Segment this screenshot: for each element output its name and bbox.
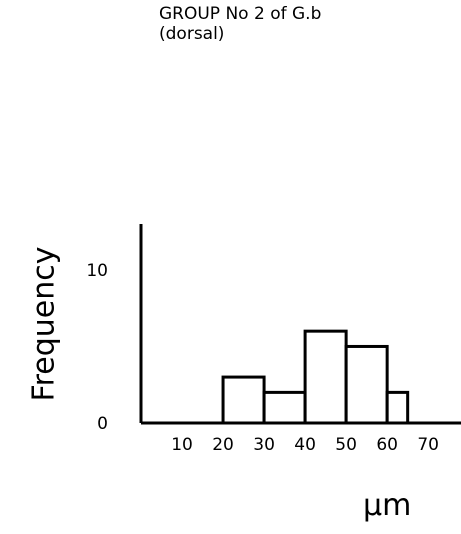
histogram-bar-30-40 [262,390,307,425]
x-tick-label: 50 [335,435,357,455]
histogram-bar-50-60 [344,344,389,425]
y-tick-label: 0 [97,414,108,434]
x-tick-label: 40 [294,435,316,455]
bars-group [221,329,410,425]
x-axis-label: µm [363,488,412,523]
y-tick-labels: 0 10 [86,261,108,434]
subtitle-line: (dorsal) [159,24,225,44]
chart-title: GROUP No 2 of G.b (dorsal) [159,4,321,44]
x-tick-label: 10 [171,435,193,455]
x-tick-label: 60 [376,435,398,455]
x-tick-label: 70 [417,435,439,455]
y-tick-label: 10 [86,261,108,281]
x-tick-label: 20 [212,435,234,455]
x-tick-labels: 10 20 30 40 50 60 70 [171,435,439,455]
title-line: GROUP No 2 of G.b [159,4,322,24]
histogram-bar-60-65 [385,390,410,425]
histogram-bar-20-30 [221,375,266,425]
histogram-bar-40-50 [303,329,348,425]
x-tick-label: 30 [253,435,275,455]
